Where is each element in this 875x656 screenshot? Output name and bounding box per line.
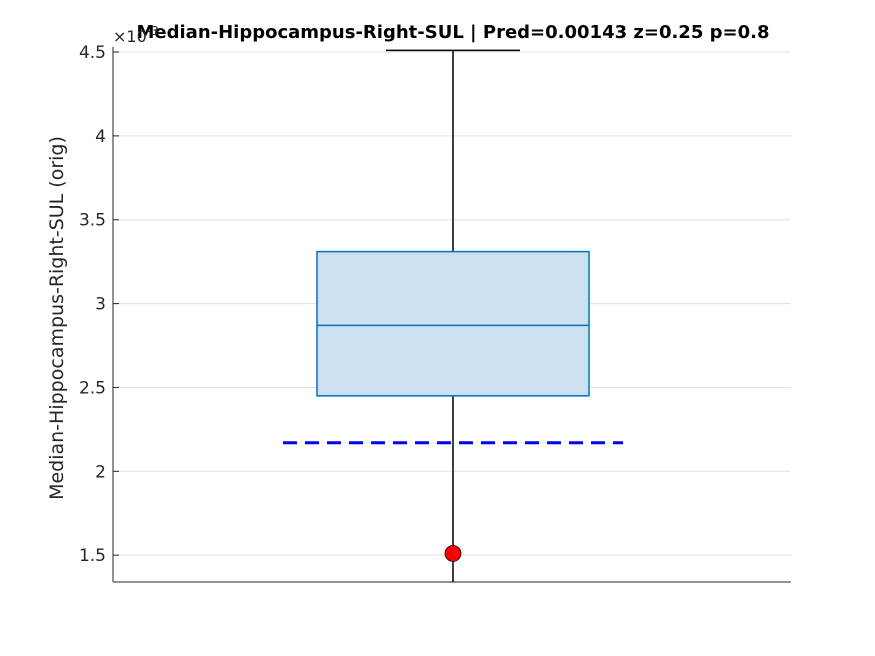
y-axis-exponent: ×10-3 <box>113 24 159 46</box>
y-tick-label: 3 <box>95 295 106 315</box>
chart-title: Median-Hippocampus-Right-SUL | Pred=0.00… <box>137 22 770 43</box>
interquartile-box <box>316 250 590 397</box>
y-tick-label: 2 <box>95 462 106 482</box>
y-tick-label: 1.5 <box>79 546 106 566</box>
y-axis-label: Median-Hippocampus-Right-SUL (orig) <box>46 136 68 500</box>
y-tick-label: 3.5 <box>79 211 106 231</box>
y-tick-label: 2.5 <box>79 378 106 398</box>
y-tick-label: 4 <box>95 127 106 147</box>
prediction-point <box>444 545 462 562</box>
y-axis-ticks: 1.5 2 2.5 3 3.5 4 4.5 <box>79 43 119 566</box>
y-tick-label: 4.5 <box>79 43 106 63</box>
